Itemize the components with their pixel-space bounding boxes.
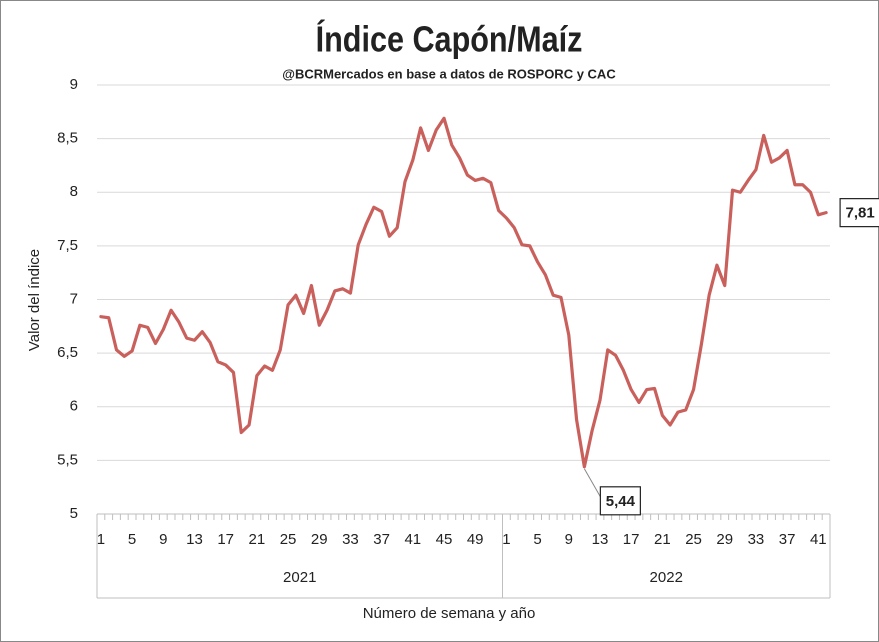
x-tick-label: 1 [502, 531, 510, 548]
y-tick-label: 8 [70, 183, 78, 200]
x-tick-label: 21 [249, 531, 266, 548]
x-tick-label: 17 [623, 531, 640, 548]
y-tick-label: 5,5 [57, 451, 78, 468]
y-tick-label: 9 [70, 76, 78, 93]
x-tick-label: 5 [128, 531, 136, 548]
y-tick-label: 7,5 [57, 237, 78, 254]
x-tick-label: 29 [311, 531, 328, 548]
y-tick-label: 6,5 [57, 344, 78, 361]
x-axis-title: Número de semana y año [363, 605, 536, 622]
x-tick-label: 49 [467, 531, 484, 548]
y-tick-label: 7 [70, 290, 78, 307]
x-tick-label: 21 [654, 531, 671, 548]
label-box [599, 486, 641, 516]
chart-title: Índice Capón/Maíz [316, 19, 583, 60]
y-tick-label: 8,5 [57, 130, 78, 147]
data-line [99, 116, 828, 469]
x-tick-label: 37 [779, 531, 796, 548]
x-tick-label: 41 [404, 531, 421, 548]
x-tick-label: 13 [186, 531, 203, 548]
x-tick-label: 37 [373, 531, 390, 548]
label-box [839, 198, 879, 228]
x-tick-label: 17 [217, 531, 234, 548]
x-tick-label: 33 [342, 531, 359, 548]
x-group-label: 2021 [283, 569, 316, 586]
x-tick-label: 45 [436, 531, 453, 548]
x-tick-label: 33 [748, 531, 765, 548]
y-tick-label: 6 [70, 398, 78, 415]
x-tick-label: 13 [592, 531, 609, 548]
x-tick-label: 1 [97, 531, 105, 548]
x-tick-label: 25 [685, 531, 702, 548]
x-tick-label: 5 [533, 531, 541, 548]
leader-line [583, 468, 601, 498]
x-tick-label: 29 [716, 531, 733, 548]
x-tick-label: 25 [280, 531, 297, 548]
y-axis-title: Valor del índice [26, 249, 43, 351]
x-group-label: 2022 [650, 569, 683, 586]
chart-subtitle: @BCRMercados en base a datos de ROSPORC … [282, 66, 616, 81]
x-tick-label: 9 [565, 531, 573, 548]
x-tick-label: 9 [159, 531, 167, 548]
data-label: 5,44 [606, 493, 636, 510]
y-tick-label: 5 [70, 505, 78, 522]
data-label: 7,81 [845, 205, 874, 222]
x-tick-label: 41 [810, 531, 827, 548]
